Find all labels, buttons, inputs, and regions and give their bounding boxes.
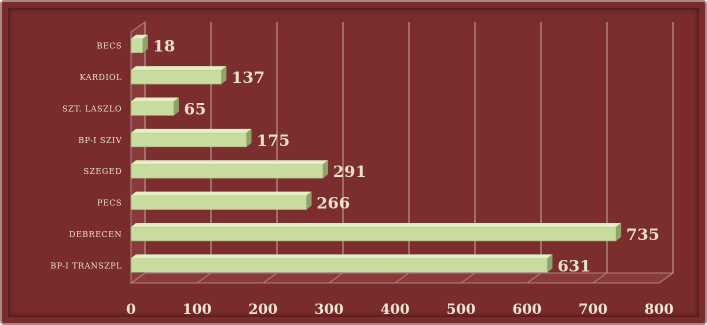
category-label: KARDIOL — [80, 73, 123, 82]
x-tick-label: 400 — [380, 302, 409, 318]
x-tick-label: 700 — [578, 302, 607, 318]
x-tick-label: 100 — [182, 302, 211, 318]
category-label: BP-I TRANSZPL — [50, 261, 122, 270]
bar-side — [616, 222, 622, 241]
bar-top — [131, 222, 622, 227]
chart-frame-inner — [8, 8, 699, 317]
category-label: SZT. LASZLO — [62, 104, 122, 113]
grid-floor-line — [526, 272, 542, 284]
value-labels: 631 735 266 291 175 65 137 18 — [153, 37, 660, 276]
bar-top — [131, 191, 312, 196]
plot-area — [129, 21, 675, 284]
plot-left-wall — [130, 21, 146, 284]
grid-floor-line — [658, 272, 674, 284]
grid-floor-line — [262, 272, 278, 284]
category-label: SZEGED — [83, 167, 122, 176]
bar — [130, 66, 227, 85]
bar — [130, 34, 148, 53]
bar — [130, 222, 622, 242]
grid-floor-line — [394, 272, 410, 284]
bar-front — [130, 195, 307, 210]
bar-front — [130, 101, 175, 116]
value-label: 175 — [257, 131, 290, 150]
plot-back-wall — [131, 22, 673, 283]
bar-top — [131, 128, 252, 133]
bar-front — [130, 132, 247, 148]
bar-top — [131, 34, 148, 39]
bar-front — [130, 163, 324, 179]
bar — [130, 254, 553, 273]
x-tick-label: 0 — [126, 302, 136, 318]
category-labels: BP-I TRANSZPL DEBRECEN PECS SZEGED BP-I SZIV… — [50, 42, 123, 271]
bar-top — [131, 160, 329, 165]
grid-floor-line — [328, 272, 344, 284]
bar-side — [173, 97, 179, 116]
category-label: BP-I SZIV — [78, 136, 122, 145]
bar-side — [306, 191, 312, 210]
bars — [130, 34, 622, 273]
value-label: 18 — [153, 37, 175, 56]
bar-side — [547, 254, 553, 273]
x-tick-label: 300 — [314, 302, 343, 318]
category-label: BECS — [97, 42, 122, 51]
bar-side — [221, 66, 227, 85]
value-label: 631 — [557, 256, 590, 275]
x-tick-label: 600 — [512, 302, 541, 318]
grid-floor-line — [592, 272, 608, 284]
bar — [130, 128, 252, 148]
grid-floor-line — [196, 272, 212, 284]
bar-top — [131, 66, 227, 71]
bar-front — [130, 226, 617, 242]
category-label: DEBRECEN — [69, 230, 122, 239]
x-tick-label: 800 — [644, 302, 673, 318]
value-label: 266 — [317, 194, 350, 213]
category-label: PECS — [97, 199, 122, 208]
bar-side — [246, 128, 252, 147]
bar-front — [130, 258, 548, 273]
value-label: 291 — [333, 162, 366, 181]
bar — [130, 97, 179, 116]
bar-side — [323, 160, 329, 179]
grid-floor-line — [460, 272, 476, 284]
bar-top — [131, 254, 553, 259]
grid-floor-line — [130, 272, 146, 284]
bar — [130, 160, 329, 179]
bar-front — [130, 38, 144, 53]
value-label: 137 — [231, 68, 264, 87]
bar-front — [130, 69, 222, 85]
x-tick-label: 200 — [248, 302, 277, 318]
value-label: 735 — [626, 225, 659, 244]
x-tick-label: 500 — [446, 302, 475, 318]
bar-side — [142, 34, 148, 53]
value-label: 65 — [184, 99, 206, 118]
x-tick-labels: 0 100 200 300 400 500 600 700 800 — [126, 302, 674, 318]
bar — [130, 191, 312, 210]
bar-top — [131, 97, 179, 102]
